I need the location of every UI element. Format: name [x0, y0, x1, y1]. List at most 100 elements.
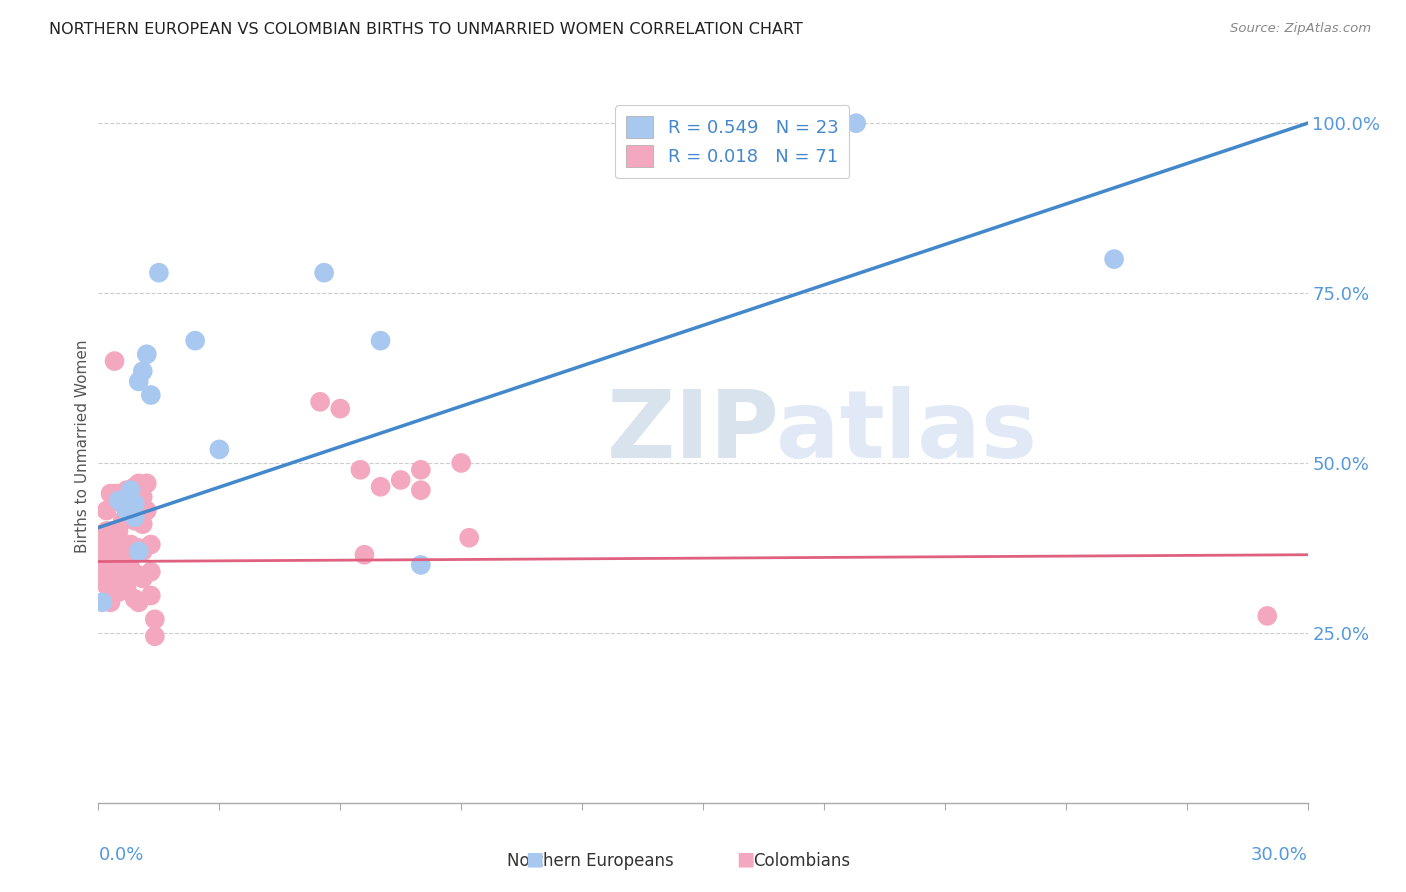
Text: Colombians: Colombians — [752, 852, 851, 870]
Point — [135, 476, 157, 491]
Point — [139, 388, 162, 402]
Point — [139, 565, 162, 579]
Point — [107, 524, 129, 538]
Point — [208, 442, 231, 457]
Point — [115, 582, 138, 596]
Point — [115, 483, 138, 498]
Point — [111, 565, 134, 579]
Y-axis label: Births to Unmarried Women: Births to Unmarried Women — [75, 339, 90, 553]
Point — [128, 541, 150, 555]
Point — [103, 524, 125, 538]
Point — [124, 514, 146, 528]
Point — [124, 480, 146, 494]
Point — [128, 568, 150, 582]
Point — [128, 375, 150, 389]
Point — [132, 490, 155, 504]
Point — [100, 595, 122, 609]
Point — [111, 497, 134, 511]
Point — [91, 568, 114, 582]
Point — [370, 334, 392, 348]
Point — [107, 493, 129, 508]
Point — [100, 568, 122, 582]
Point — [124, 568, 146, 582]
Point — [1102, 252, 1125, 266]
Point — [103, 541, 125, 555]
Point — [845, 116, 868, 130]
Point — [353, 548, 375, 562]
Point — [115, 561, 138, 575]
Point — [107, 486, 129, 500]
Point — [111, 578, 134, 592]
Text: NORTHERN EUROPEAN VS COLOMBIAN BIRTHS TO UNMARRIED WOMEN CORRELATION CHART: NORTHERN EUROPEAN VS COLOMBIAN BIRTHS TO… — [49, 22, 803, 37]
Point — [103, 354, 125, 368]
Point — [409, 483, 432, 498]
Point — [120, 483, 142, 498]
Point — [132, 364, 155, 378]
Text: Source: ZipAtlas.com: Source: ZipAtlas.com — [1230, 22, 1371, 36]
Point — [124, 591, 146, 606]
Point — [128, 544, 150, 558]
Point — [132, 572, 155, 586]
Point — [120, 537, 142, 551]
Point — [91, 537, 114, 551]
Point — [458, 531, 481, 545]
Point — [96, 568, 118, 582]
Point — [314, 266, 336, 280]
Point — [103, 565, 125, 579]
Point — [772, 116, 794, 130]
Point — [91, 595, 114, 609]
Point — [143, 629, 166, 643]
Point — [124, 544, 146, 558]
Point — [711, 116, 734, 130]
Text: 30.0%: 30.0% — [1251, 846, 1308, 863]
Point — [148, 266, 170, 280]
Point — [132, 544, 155, 558]
Point — [115, 510, 138, 524]
Point — [100, 555, 122, 569]
Point — [1256, 608, 1278, 623]
Point — [103, 486, 125, 500]
Point — [120, 561, 142, 575]
Point — [96, 555, 118, 569]
Point — [111, 541, 134, 555]
Point — [128, 595, 150, 609]
Point — [124, 497, 146, 511]
Text: Northern Europeans: Northern Europeans — [508, 852, 673, 870]
Point — [107, 568, 129, 582]
Point — [96, 541, 118, 555]
Point — [184, 334, 207, 348]
Point — [96, 524, 118, 538]
Legend: R = 0.549   N = 23, R = 0.018   N = 71: R = 0.549 N = 23, R = 0.018 N = 71 — [616, 105, 849, 178]
Point — [128, 503, 150, 517]
Point — [135, 503, 157, 517]
Point — [96, 503, 118, 517]
Point — [115, 537, 138, 551]
Point — [120, 486, 142, 500]
Point — [143, 612, 166, 626]
Point — [100, 524, 122, 538]
Point — [124, 510, 146, 524]
Point — [132, 517, 155, 532]
Point — [349, 463, 371, 477]
Point — [107, 585, 129, 599]
Point — [740, 116, 762, 130]
Text: atlas: atlas — [776, 385, 1036, 478]
Text: ■: ■ — [524, 850, 544, 869]
Point — [139, 589, 162, 603]
Point — [111, 514, 134, 528]
Point — [139, 537, 162, 551]
Point — [115, 503, 138, 517]
Point — [135, 347, 157, 361]
Point — [409, 463, 432, 477]
Text: ■: ■ — [735, 850, 755, 869]
Text: ZIP: ZIP — [606, 385, 779, 478]
Point — [450, 456, 472, 470]
Point — [111, 486, 134, 500]
Point — [128, 476, 150, 491]
Point — [100, 537, 122, 551]
Text: 0.0%: 0.0% — [98, 846, 143, 863]
Point — [96, 578, 118, 592]
Point — [100, 486, 122, 500]
Point — [107, 551, 129, 566]
Point — [309, 394, 332, 409]
